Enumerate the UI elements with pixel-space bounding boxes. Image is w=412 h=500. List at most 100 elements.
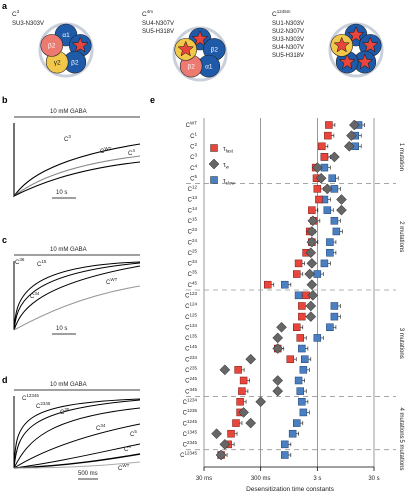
tau-slow-marker [298,398,306,406]
category-label: C235 [185,366,197,375]
mutation-star-icon [333,36,350,53]
legend-label: τw [223,162,230,170]
tau-slow-marker [294,291,303,300]
row-C^1235: C1235 [183,407,310,418]
panel-e-time-constant-chart: 1 mutation 2 mutations 3 mutations 4 mutati… [180,118,404,493]
chart-grid [203,118,375,467]
construct-3-mutation-3: SU3-N303V [272,37,304,43]
mutation-star-icon [177,40,194,57]
tau-slow-marker [293,419,301,427]
group-label: 4 mutations [398,408,404,439]
tau-w-marker [305,247,317,259]
row-C^35: C35 [188,268,324,280]
category-label: C34 [188,259,198,268]
category-label: C1235 [183,408,198,417]
tau-fast-marker [239,376,248,385]
tau-w-marker [276,321,287,333]
row-C^145: C145 [185,343,309,354]
tau-slow-marker [281,280,289,289]
category-label: C12 [188,185,198,194]
x-tick-label: 300 ms [251,476,271,482]
label-c4: C4 [124,444,131,453]
category-label: C35 [188,270,198,279]
trace-cwt [13,285,141,331]
construct-1-title: C3 [12,9,20,18]
tau-slow-marker [298,344,306,353]
tau-w-marker [215,449,227,461]
label-c3: C3 [64,134,71,143]
receptor-rosette-1: α1 β2 γ2 β2 [38,22,94,78]
x-tick-label: 3 s [313,476,321,482]
row-C^135: C135 [185,332,324,344]
tau-slow-marker [326,248,334,257]
tau-fast-marker [236,398,244,406]
tau-fast-marker [234,366,242,374]
mutation-star-icon [362,36,379,53]
tau-w-marker [315,172,327,184]
category-label: C5 [190,174,197,183]
tau-fast-marker [320,153,329,161]
legend-marker-square [210,176,218,184]
row-C^124: C124 [185,300,341,312]
tau-fast-marker [263,280,272,289]
row-C^34: C34 [188,258,331,269]
group-label: 1 mutation [398,143,404,171]
tau-w-marker [321,183,333,195]
row-C^345: C345 [185,385,307,397]
tau-slow-marker [281,440,289,449]
label-c4: C4 [128,148,135,157]
category-label: C14 [188,206,198,215]
row-C^23: C23 [188,226,343,237]
row-C^1: C1 [190,130,362,141]
tau-fast-marker [308,206,316,214]
tau-slow-marker [288,429,297,438]
category-label: C125 [185,312,197,321]
subunit-label: β2 [188,63,196,70]
label-cwt: CWT [106,277,118,286]
construct-3-mutation-1: SU1-N303V [272,21,304,27]
x-tick-label: 30 s [368,476,379,482]
row-C^235: C235 [185,364,310,376]
tau-slow-marker [299,408,308,417]
category-label: C2 [190,142,197,151]
row-C^2: C2 [190,140,362,152]
tau-fast-marker [286,355,295,363]
tau-w-marker [307,289,319,301]
panel-b-condition: 10 mM GABA [50,109,87,115]
tau-slow-marker [330,312,339,321]
tau-w-marker [272,385,284,397]
tau-slow-marker [326,323,334,332]
label-c12345: C12345 [22,393,39,402]
row-C^1345: C1345 [183,428,299,440]
category-label: C134 [185,323,197,332]
panel-label-b: b [2,95,8,105]
category-label: C135 [185,334,197,343]
tau-w-marker [306,226,318,237]
category-label: C24 [188,238,198,247]
panel-label-a: a [2,1,8,11]
label-c35: C35 [60,407,70,416]
row-C^13: C13 [188,194,347,205]
tau-fast-marker [315,195,323,204]
tau-w-marker [307,215,319,227]
tau-slow-marker [328,174,337,182]
trace-cwt [13,155,141,197]
row-C^24: C24 [188,236,337,248]
x-axis-ticks: 30 ms 300 ms 3 s 30 s [196,467,380,482]
label-cwt: CWT [100,146,112,155]
tau-fast-marker [294,259,303,268]
row-C^134: C134 [185,321,337,333]
category-label: C2345 [183,440,198,449]
tau-slow-marker [320,259,329,268]
tau-fast-marker [298,302,306,310]
label-c34: C34 [30,291,40,300]
row-C^15: C15 [188,215,341,227]
tau-w-marker [304,268,316,280]
mutation-star-icon [191,30,209,47]
label-c36: C36 [15,257,25,266]
panel-label-d: d [2,375,8,385]
row-C^12345: C12345 [180,449,292,461]
construct-1-mutation: SU3-N303V [12,21,44,27]
tau-slow-marker [281,451,289,459]
